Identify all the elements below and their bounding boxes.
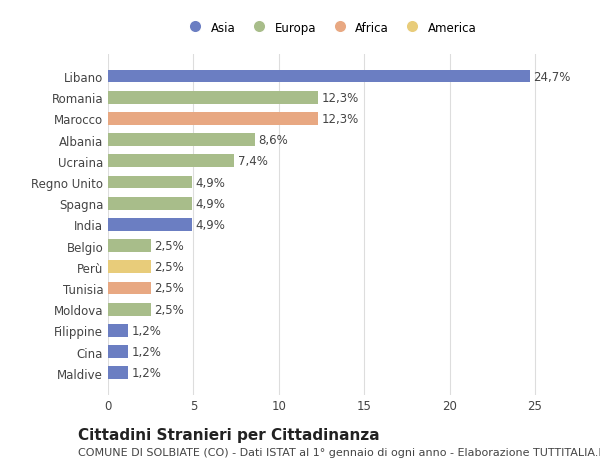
Legend: Asia, Europa, Africa, America: Asia, Europa, Africa, America — [179, 17, 481, 39]
Bar — [108, 367, 128, 379]
Text: 7,4%: 7,4% — [238, 155, 268, 168]
Bar — [108, 113, 318, 125]
Text: 12,3%: 12,3% — [322, 91, 359, 105]
Text: Cittadini Stranieri per Cittadinanza: Cittadini Stranieri per Cittadinanza — [78, 427, 380, 442]
Text: 12,3%: 12,3% — [322, 112, 359, 126]
Bar — [108, 303, 151, 316]
Text: 2,5%: 2,5% — [154, 303, 184, 316]
Text: 24,7%: 24,7% — [533, 70, 571, 84]
Bar — [108, 134, 255, 147]
Text: 4,9%: 4,9% — [195, 197, 225, 210]
Text: 1,2%: 1,2% — [132, 366, 162, 380]
Bar — [108, 218, 191, 231]
Text: 4,9%: 4,9% — [195, 176, 225, 189]
Text: 8,6%: 8,6% — [258, 134, 288, 147]
Bar — [108, 71, 530, 83]
Bar — [108, 282, 151, 295]
Bar — [108, 240, 151, 252]
Bar — [108, 197, 191, 210]
Text: 4,9%: 4,9% — [195, 218, 225, 231]
Bar — [108, 325, 128, 337]
Bar — [108, 346, 128, 358]
Bar — [108, 92, 318, 104]
Text: 1,2%: 1,2% — [132, 345, 162, 358]
Text: COMUNE DI SOLBIATE (CO) - Dati ISTAT al 1° gennaio di ogni anno - Elaborazione T: COMUNE DI SOLBIATE (CO) - Dati ISTAT al … — [78, 448, 600, 458]
Bar — [108, 261, 151, 274]
Text: 2,5%: 2,5% — [154, 282, 184, 295]
Text: 2,5%: 2,5% — [154, 240, 184, 252]
Bar — [108, 155, 235, 168]
Bar — [108, 176, 191, 189]
Text: 1,2%: 1,2% — [132, 324, 162, 337]
Text: 2,5%: 2,5% — [154, 261, 184, 274]
